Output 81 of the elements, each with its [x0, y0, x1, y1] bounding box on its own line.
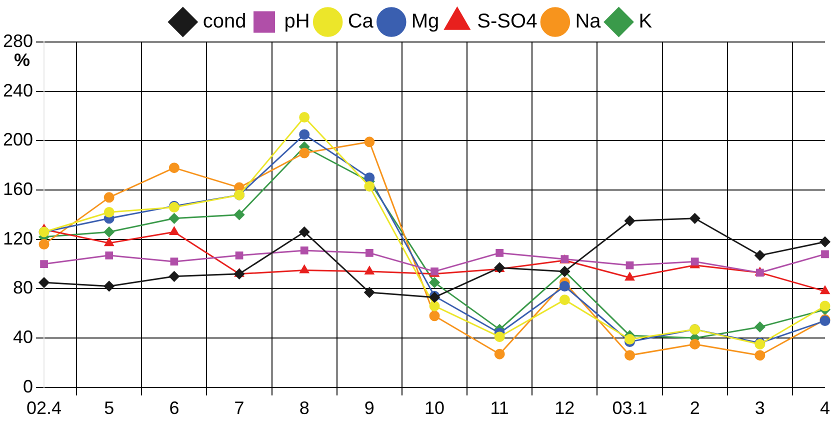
point [104, 206, 114, 218]
point [104, 192, 114, 203]
point [170, 226, 179, 235]
point [104, 280, 114, 292]
point [38, 239, 50, 250]
x-tick-label: 6 [169, 398, 180, 418]
y-tick-label: 120 [2, 228, 34, 248]
point [820, 286, 830, 294]
point [690, 338, 700, 350]
point [104, 226, 114, 238]
y-tick-label: 160 [2, 178, 34, 199]
point [429, 277, 440, 288]
x-tick-label: 7 [234, 398, 244, 418]
point [366, 249, 374, 257]
point [690, 258, 699, 266]
point [754, 250, 766, 261]
x-tick-label: 12 [554, 398, 575, 418]
point [494, 348, 505, 360]
legend-label: S-SO4 [477, 10, 538, 33]
point [626, 261, 634, 270]
legend-label: pH [284, 10, 310, 33]
x-tick-label: 4 [820, 398, 830, 418]
point [299, 112, 310, 122]
legend-label: K [638, 10, 653, 33]
x-tick-label: 9 [364, 398, 374, 418]
point [429, 300, 440, 312]
point [168, 213, 180, 224]
point [364, 266, 374, 274]
point [754, 350, 766, 361]
point [234, 268, 245, 280]
point [429, 310, 440, 322]
point [364, 181, 375, 192]
point [754, 322, 766, 332]
legend-label: Mg [411, 10, 440, 33]
point [559, 294, 570, 306]
point [624, 216, 636, 226]
point [690, 213, 700, 224]
point [625, 272, 634, 281]
x-tick-label: 5 [104, 398, 114, 418]
y-tick-label: 280 [2, 30, 34, 51]
y-axis-title: % [14, 50, 30, 70]
x-tick-label: 03.1 [612, 398, 648, 418]
point [624, 334, 636, 345]
point [104, 238, 114, 246]
point [299, 129, 310, 140]
point [38, 277, 50, 288]
point [300, 246, 308, 254]
point [170, 258, 178, 266]
point [300, 264, 309, 274]
legend-label: Ca [348, 10, 374, 33]
point [105, 251, 114, 260]
point [820, 300, 830, 312]
x-tick-label: 10 [424, 398, 445, 418]
point [168, 162, 180, 174]
legend-label: cond [202, 10, 246, 33]
point [364, 172, 375, 183]
y-tick-label: 200 [2, 130, 34, 150]
point [234, 209, 245, 220]
point [624, 350, 636, 361]
y-tick-label: 0 [23, 376, 34, 396]
point [496, 249, 504, 257]
y-tick-label: 80 [13, 278, 34, 298]
y-tick-label: 240 [2, 80, 34, 100]
point [559, 280, 570, 292]
legend-label: Na [575, 10, 602, 33]
point [235, 251, 244, 260]
point [364, 287, 375, 298]
point [299, 148, 310, 158]
point [364, 136, 375, 148]
x-tick-label: 02.4 [26, 398, 62, 418]
point [820, 236, 830, 248]
x-tick-label: 11 [490, 398, 509, 418]
y-tick-label: 40 [13, 327, 34, 348]
x-tick-label: 3 [754, 398, 765, 418]
point [821, 250, 829, 258]
point [494, 332, 505, 342]
x-tick-label: 2 [690, 398, 700, 418]
x-tick-label: 8 [299, 398, 310, 418]
point [40, 260, 48, 268]
point [168, 271, 180, 282]
point [299, 226, 310, 238]
